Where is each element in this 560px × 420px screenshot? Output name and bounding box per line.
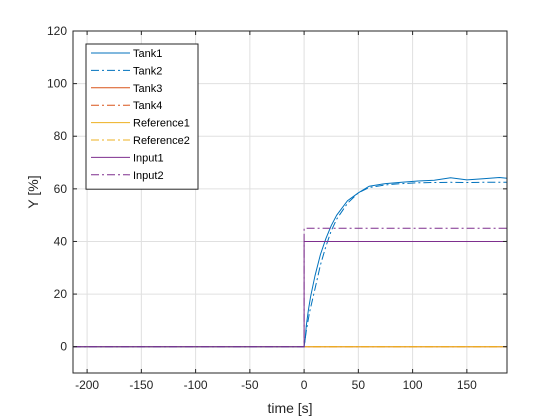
plot-frame [72,30,508,374]
x-tick-label: 0 [301,378,308,392]
y-tick-label: 20 [54,287,68,301]
y-tick-label: 120 [47,24,67,38]
x-tick-label: -200 [75,378,99,392]
x-axis-label: time [s] [267,400,312,416]
x-tick-label: -100 [184,378,208,392]
legend-entry-label: Input2 [133,170,164,182]
y-tick-label: 100 [47,77,67,91]
x-tick-label: -50 [241,378,259,392]
x-tick-labels: -200 -150 -100 -50 0 50 100 150 [75,378,477,392]
series-line-input2 [73,227,507,348]
legend-box [85,43,199,190]
y-tick-label: 60 [54,182,68,196]
legend-entry-label: Reference1 [133,118,190,130]
legend-entry-label: Tank3 [133,83,162,95]
x-tick-label: 50 [352,378,366,392]
legend-entry-label: Tank2 [133,65,162,77]
y-axis-label: Y [%] [25,175,41,208]
x-tick-label: -150 [129,378,153,392]
y-tick-label: 40 [54,234,68,248]
legend: Tank1 Tank2 Tank3 Tank4 Reference1 Reference2… [85,43,199,190]
series-line-tank1 [73,176,508,348]
x-tick-label: 150 [457,378,477,392]
y-tick-label: 80 [54,129,68,143]
legend-entry-label: Input1 [133,152,164,164]
legend-entry-label: Reference2 [133,135,190,147]
series-line-tank2 [73,181,507,348]
y-tick-label: 0 [60,340,67,354]
legend-entry-label: Tank4 [133,100,162,112]
tick-marks [73,30,507,373]
series-layer [73,176,508,348]
x-tick-label: 100 [403,378,423,392]
y-tick-labels: 0 20 40 60 80 100 120 [47,24,67,354]
legend-entry-label: Tank1 [133,48,162,60]
